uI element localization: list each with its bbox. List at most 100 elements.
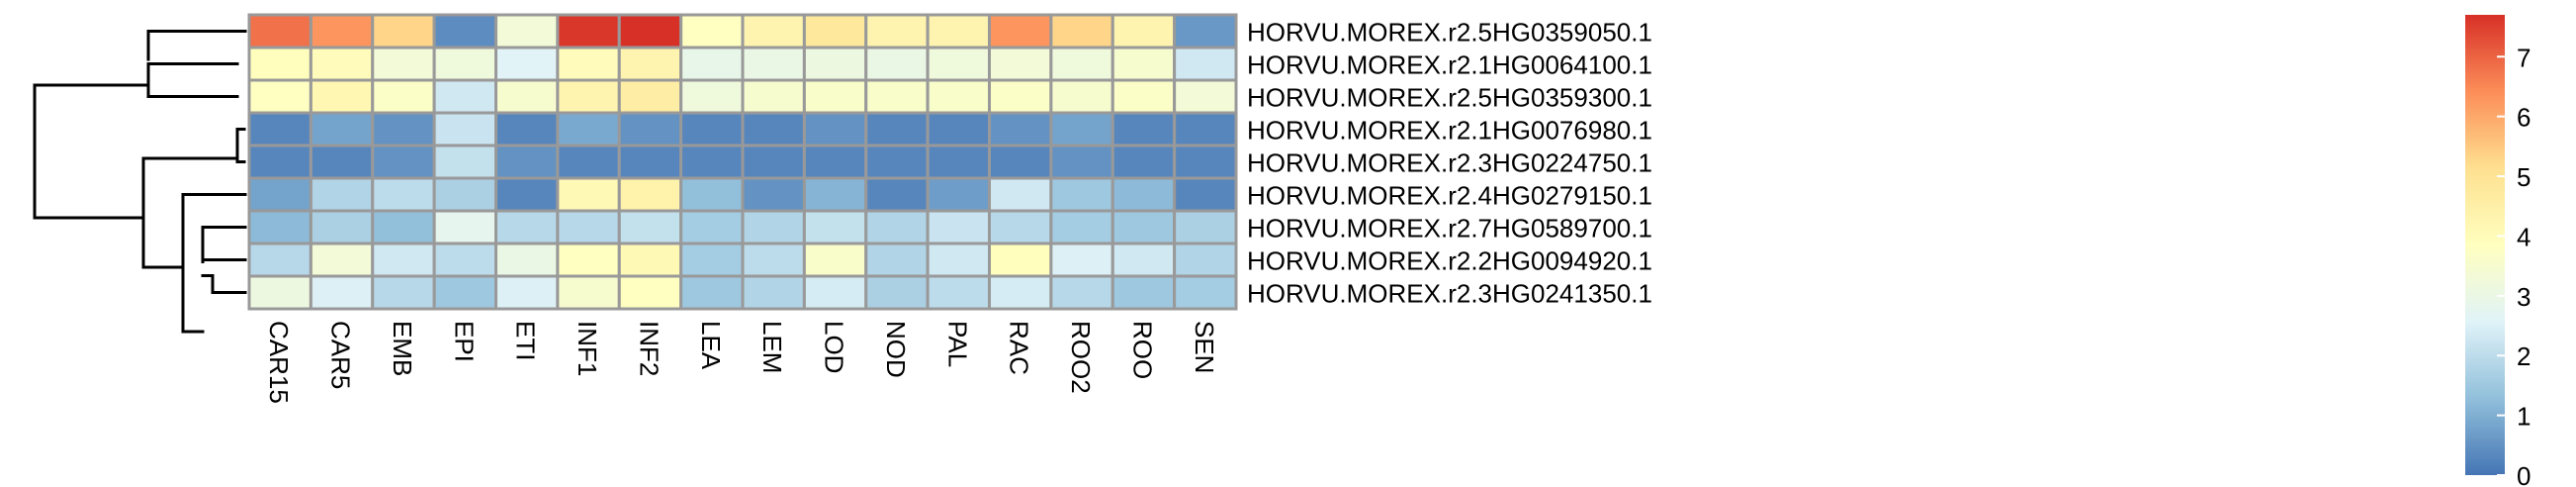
heatmap-cell <box>556 209 621 245</box>
heatmap-cell <box>1173 176 1238 213</box>
column-label: ROO <box>1127 321 1157 379</box>
heatmap-cell <box>802 144 868 180</box>
heatmap-cell <box>988 144 1053 180</box>
column-label: LOD <box>820 321 849 373</box>
heatmap-cell <box>309 176 375 213</box>
heatmap-cell <box>494 242 560 278</box>
heatmap-cell <box>432 13 497 49</box>
heatmap-cell <box>247 274 312 311</box>
heatmap-cell <box>1173 144 1238 180</box>
heatmap-cell <box>741 176 806 213</box>
column-label: INF1 <box>573 321 602 376</box>
heatmap-cell <box>741 144 806 180</box>
heatmap-cell <box>494 274 560 311</box>
heatmap-cell <box>247 144 312 180</box>
heatmap-cell <box>494 78 560 115</box>
heatmap-cell <box>864 274 930 311</box>
heatmap-cell <box>556 242 621 278</box>
heatmap-cell <box>556 111 621 147</box>
heatmap-cell <box>1049 242 1114 278</box>
heatmap-cell <box>741 78 806 115</box>
heatmap-cell <box>432 78 497 115</box>
legend-color-bar <box>2465 15 2505 475</box>
heatmap-cell <box>988 176 1053 213</box>
heatmap-cell <box>1049 274 1114 311</box>
heatmap-cell <box>864 78 930 115</box>
heatmap-cell <box>741 111 806 147</box>
heatmap-cell <box>432 176 497 213</box>
column-label: ROO2 <box>1066 321 1096 394</box>
heatmap-cell <box>864 242 930 278</box>
heatmap-cell <box>617 144 683 180</box>
heatmap-cell <box>802 274 868 311</box>
heatmap-cell <box>556 46 621 82</box>
heatmap-cell <box>1049 13 1114 49</box>
heatmap-cell <box>1110 46 1177 82</box>
heatmap-cell <box>741 274 806 311</box>
heatmap-cell <box>988 274 1053 311</box>
column-label: LEA <box>696 321 726 370</box>
heatmap-cell <box>988 209 1053 245</box>
heatmap-cell <box>494 176 560 213</box>
heatmap-cell <box>1173 274 1238 311</box>
row-label: HORVU.MOREX.r2.2HG0094920.1 <box>1247 246 1652 276</box>
row-label: HORVU.MOREX.r2.3HG0241350.1 <box>1247 279 1652 309</box>
heatmap-cell <box>617 209 683 245</box>
heatmap-cell <box>432 144 497 180</box>
heatmap-cell <box>1049 111 1114 147</box>
heatmap-cell <box>1110 176 1177 213</box>
heatmap-cell <box>802 111 868 147</box>
heatmap-cell <box>802 78 868 115</box>
heatmap-cell <box>802 209 868 245</box>
heatmap-cell <box>556 78 621 115</box>
heatmap-cell <box>371 46 436 82</box>
heatmap-cell <box>1173 13 1238 49</box>
heatmap-cell <box>802 242 868 278</box>
heatmap-cell <box>617 13 683 49</box>
row-label: HORVU.MOREX.r2.1HG0064100.1 <box>1247 50 1652 80</box>
heatmap-cell <box>309 144 375 180</box>
heatmap-cell <box>802 176 868 213</box>
legend-tick-label: 1 <box>2517 402 2531 432</box>
heatmap-cell <box>371 176 436 213</box>
legend-tick-label: 5 <box>2517 162 2531 192</box>
heatmap-cell <box>679 209 745 245</box>
heatmap-cell <box>988 242 1053 278</box>
heatmap-cell <box>1110 78 1177 115</box>
heatmap-cell <box>309 46 375 82</box>
heatmap-cell <box>926 111 991 147</box>
heatmap-cell <box>679 242 745 278</box>
heatmap-cell <box>494 144 560 180</box>
heatmap-cell <box>617 242 683 278</box>
heatmap-cell <box>309 111 375 147</box>
heatmap-cell <box>1049 78 1114 115</box>
heatmap-cell <box>802 46 868 82</box>
row-label: HORVU.MOREX.r2.1HG0076980.1 <box>1247 116 1652 146</box>
heatmap-cell <box>617 274 683 311</box>
heatmap-cell <box>556 176 621 213</box>
heatmap-cell <box>864 13 930 49</box>
heatmap-cell <box>679 176 745 213</box>
row-label: HORVU.MOREX.r2.3HG0224750.1 <box>1247 148 1652 178</box>
row-label: HORVU.MOREX.r2.5HG0359050.1 <box>1247 18 1652 48</box>
heatmap-cell <box>247 46 312 82</box>
heatmap-cell <box>247 111 312 147</box>
heatmap-cell <box>371 78 436 115</box>
heatmap-cell <box>617 176 683 213</box>
row-labels: HORVU.MOREX.r2.5HG0359050.1HORVU.MOREX.r… <box>1247 18 1652 309</box>
column-label: INF2 <box>634 321 664 376</box>
heatmap-cell <box>494 209 560 245</box>
column-label: NOD <box>881 321 911 378</box>
heatmap-cell <box>432 111 497 147</box>
heatmap-cell <box>988 46 1053 82</box>
heatmap-cell <box>617 78 683 115</box>
heatmap-cell <box>494 111 560 147</box>
column-label: LEM <box>757 321 787 373</box>
heatmap-cell <box>741 242 806 278</box>
row-label: HORVU.MOREX.r2.7HG0589700.1 <box>1247 214 1652 244</box>
heatmap-cell <box>371 242 436 278</box>
heatmap-cell <box>926 274 991 311</box>
heatmap-cell <box>371 209 436 245</box>
heatmap-cell <box>371 13 436 49</box>
heatmap-cell <box>1110 13 1177 49</box>
